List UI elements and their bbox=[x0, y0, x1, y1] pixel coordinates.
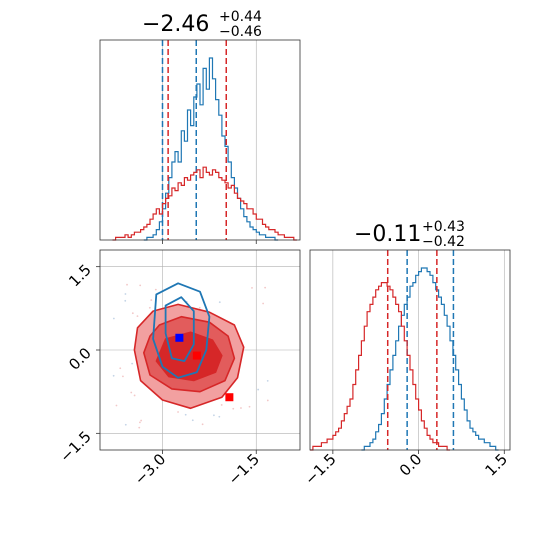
sample-point bbox=[131, 362, 134, 365]
red-contour-inner bbox=[155, 331, 223, 382]
sample-point bbox=[119, 367, 122, 370]
sample-point bbox=[220, 404, 223, 406]
x-tick-label: 0.0 bbox=[396, 450, 426, 480]
sample-point bbox=[232, 407, 235, 410]
title-param-1: −2.46 +0.44 −0.46 bbox=[142, 9, 262, 40]
sample-point bbox=[251, 287, 253, 289]
sample-point bbox=[262, 302, 265, 305]
x-tick-label: −1.5 bbox=[301, 450, 339, 488]
title-2-upper: +0.43 bbox=[422, 219, 465, 235]
histogram-series-2 bbox=[112, 166, 297, 241]
y-tick-label: 1.5 bbox=[65, 261, 95, 291]
histogram-param-2-panel: −1.5 0.0 1.5 bbox=[301, 249, 512, 489]
sample-point bbox=[201, 423, 204, 426]
contour-panel: −3.0 −1.5 −1.5 0.0 1.5 bbox=[56, 249, 301, 489]
sample-point bbox=[122, 375, 124, 378]
sample-point bbox=[124, 299, 127, 302]
panel-frame bbox=[99, 39, 301, 241]
blue-contour-inner bbox=[164, 296, 195, 362]
histogram-series-1 bbox=[143, 57, 279, 241]
sample-point bbox=[124, 293, 127, 295]
sample-point bbox=[124, 423, 127, 426]
title-2-value: −0.11 bbox=[354, 222, 421, 247]
sample-point bbox=[240, 407, 242, 409]
marker-1 bbox=[175, 333, 184, 342]
sample-point bbox=[154, 288, 157, 291]
histogram-param-1-panel bbox=[99, 39, 301, 244]
sample-point bbox=[115, 404, 118, 407]
sample-point bbox=[136, 315, 139, 318]
sample-point bbox=[150, 299, 153, 301]
title-1-value: −2.46 bbox=[142, 12, 209, 37]
title-2-lower: −0.42 bbox=[422, 234, 465, 250]
y-tick-label: −1.5 bbox=[56, 427, 94, 465]
contour-layers bbox=[112, 282, 269, 429]
sample-point bbox=[266, 399, 269, 402]
marker-3 bbox=[225, 393, 234, 402]
sample-point bbox=[139, 421, 141, 424]
panel-frame bbox=[309, 249, 511, 451]
sample-point bbox=[191, 419, 194, 422]
sample-point bbox=[133, 394, 136, 397]
sample-point bbox=[184, 413, 187, 416]
sample-point bbox=[126, 283, 128, 286]
sample-point bbox=[213, 414, 215, 417]
sample-point bbox=[140, 419, 143, 422]
x-tick-label: 1.5 bbox=[482, 450, 512, 480]
histogram-series-1 bbox=[361, 267, 499, 451]
blue-contour-outer bbox=[152, 282, 211, 379]
sample-point bbox=[198, 306, 201, 309]
marker-2 bbox=[192, 351, 201, 360]
sample-point bbox=[177, 411, 179, 413]
sample-point bbox=[218, 415, 221, 418]
sample-point bbox=[218, 301, 221, 304]
title-1-lower: −0.46 bbox=[219, 24, 262, 40]
sample-point bbox=[257, 388, 260, 391]
sample-point bbox=[148, 306, 151, 309]
x-tick-label: −3.0 bbox=[131, 450, 169, 488]
sample-point bbox=[138, 426, 141, 429]
title-1-upper: +0.44 bbox=[219, 9, 262, 25]
sample-point bbox=[130, 391, 133, 394]
title-param-2: −0.11 +0.43 −0.42 bbox=[354, 219, 465, 250]
x-tick-label: −1.5 bbox=[225, 450, 263, 488]
y-tick-label: 0.0 bbox=[65, 344, 95, 374]
sample-point bbox=[139, 284, 142, 287]
sample-point bbox=[266, 379, 269, 382]
sample-point bbox=[131, 312, 134, 315]
sample-point bbox=[264, 286, 267, 289]
sample-point bbox=[112, 317, 115, 320]
histogram-series-2 bbox=[310, 282, 450, 451]
sample-point bbox=[112, 374, 115, 377]
sample-point bbox=[248, 405, 251, 408]
